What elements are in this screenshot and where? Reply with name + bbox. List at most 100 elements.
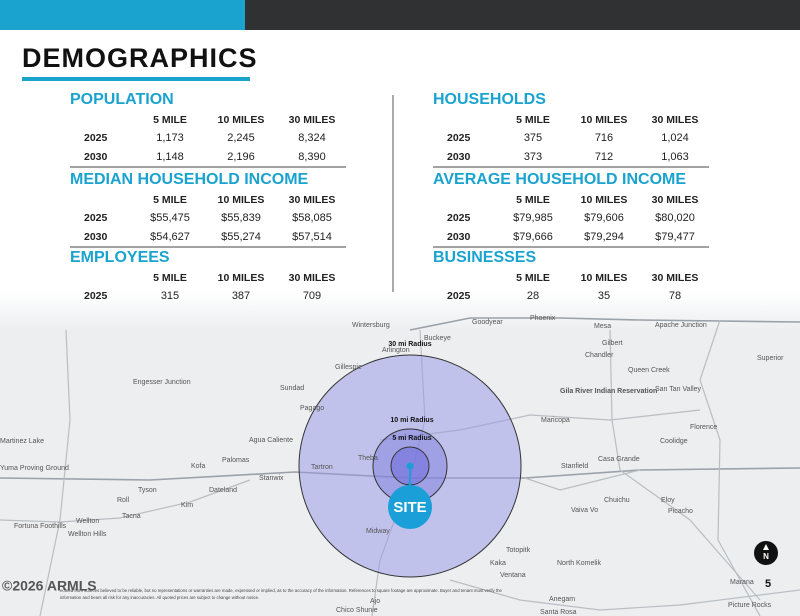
table-cell: $58,085 [292,212,332,224]
section-heading: AVERAGE HOUSEHOLD INCOME [433,171,686,188]
table-cell: $54,627 [150,231,190,243]
table-cell: 1,148 [156,151,184,163]
place: Goodyear [472,319,503,326]
place: Gila River Indian Reservation [560,388,657,395]
column-header: 30 MILES [289,114,336,126]
column-header: 5 MILE [153,272,187,284]
column-header: 30 MILES [289,194,336,206]
table-cell: 2,196 [227,151,255,163]
watermark: ©2026 ARMLS [2,578,97,594]
column-header: 5 MILE [516,114,550,126]
road [409,317,800,331]
row-label: 2025 [84,290,108,302]
demographic-tables: POPULATION 5 MILE 10 MILES 30 MILES 2025 1,17… [70,91,709,302]
table-cell: $79,606 [584,212,624,224]
row-label: 2025 [447,132,471,144]
place: Queen Creek [628,367,670,374]
place: Gilbert [602,340,623,347]
column-header: 10 MILES [218,272,265,284]
place: San Tan Valley [655,386,702,393]
row-label: 2030 [84,151,108,163]
table-cell: $79,294 [584,231,624,243]
page-number: 5 [765,578,771,590]
table-cell: $79,985 [513,212,553,224]
place: Sundad [280,385,304,392]
place: Kaka [490,560,506,567]
table-cell: 716 [595,132,613,144]
column-header: 10 MILES [218,194,265,206]
place: Vaiva Vo [571,507,598,514]
site-marker [388,485,432,529]
column-header: 30 MILES [652,272,699,284]
column-header: 10 MILES [581,114,628,126]
road [0,479,251,523]
row-label: 2025 [447,290,471,302]
page-title: DEMOGRAPHICS [22,43,258,73]
place: Ventana [500,572,526,579]
table-cell: 2,245 [227,132,255,144]
row-label: 2030 [84,231,108,243]
road [39,329,71,616]
table-cell: 8,390 [298,151,326,163]
place: Yuma Proving Ground [0,465,69,472]
top-bar-dark [245,0,800,30]
table-cell: 28 [527,290,539,302]
table-cell: 35 [598,290,610,302]
section-heading: MEDIAN HOUSEHOLD INCOME [70,171,309,188]
column-header: 5 MILE [153,114,187,126]
place: Ajo [370,598,380,605]
place: Wellton Hills [68,531,107,538]
road [524,469,641,491]
table-cell: 1,063 [661,151,689,163]
compass-arrow [763,544,769,550]
place: Theba [358,455,378,462]
place: North Komelik [557,560,601,567]
table-cell: 315 [161,290,179,302]
column-header: 10 MILES [581,272,628,284]
row-label: 2030 [447,151,471,163]
table-cell: $79,477 [655,231,695,243]
section-heading: EMPLOYEES [70,249,170,266]
compass-label: N [763,552,769,561]
column-header: 5 MILE [516,272,550,284]
row-label: 2025 [447,212,471,224]
table-cell: $57,514 [292,231,332,243]
row-label: 2025 [84,132,108,144]
place: Pagago [300,405,324,412]
table-cell: 375 [524,132,542,144]
top-bar-blue [0,0,245,30]
place: Dateland [209,487,237,494]
column-header: 5 MILE [153,194,187,206]
place: Martinez Lake [0,438,44,445]
place: Mesa [594,323,611,330]
table-cell: $55,274 [221,231,261,243]
radius-label: 30 mi Radius [388,341,431,348]
place: Casa Grande [598,456,640,463]
table-cell: 8,324 [298,132,326,144]
place: Stanwix [259,475,284,482]
place: Picacho [668,508,693,515]
disclaimer: ecured from sources believed to be relia… [60,588,502,593]
place: Anegam [549,596,575,603]
column-header: 10 MILES [218,114,265,126]
column-header: 30 MILES [652,194,699,206]
place: Chandler [585,352,614,359]
place: Gillespie [335,364,362,371]
title-underline [22,77,250,81]
place: Coolidge [660,438,688,445]
section-heading: POPULATION [70,91,174,108]
map: 30 mi Radius 10 mi Radius 5 mi Radius SI… [0,292,800,616]
place: Kofa [191,463,206,470]
place: Maricopa [541,417,570,424]
place: Midway [366,528,390,535]
table-cell: 712 [595,151,613,163]
section-heading: BUSINESSES [433,249,536,266]
place: Chuichu [604,497,630,504]
place: Agua Caliente [249,437,293,444]
place: Totopitk [506,547,531,554]
place: Engesser Junction [133,379,191,386]
road [449,579,800,611]
place: Phoenix [530,315,556,322]
place: Chico Shunie [336,607,378,614]
